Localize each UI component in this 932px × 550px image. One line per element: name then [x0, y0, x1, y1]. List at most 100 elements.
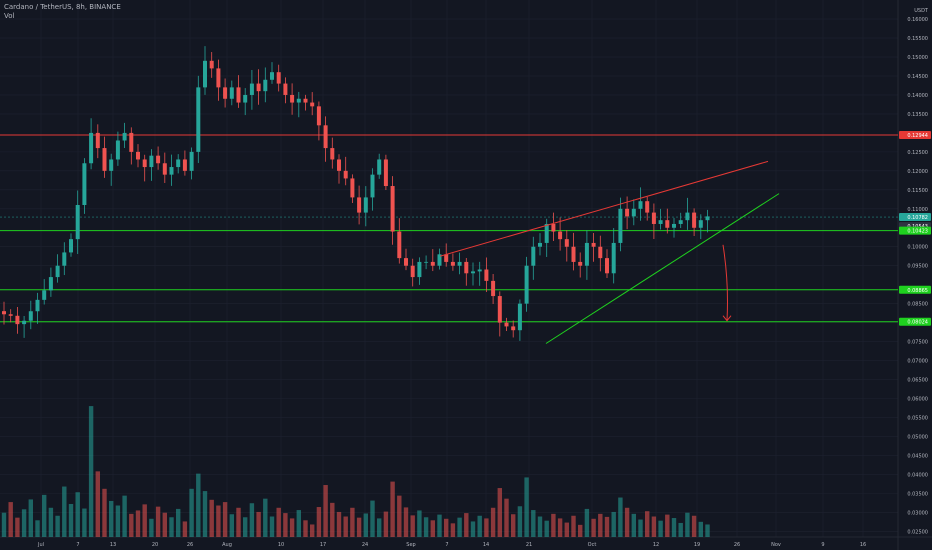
time-tick-label: Aug	[222, 542, 232, 548]
candle-body	[678, 220, 683, 224]
volume-bar	[149, 518, 154, 537]
price-tick-label: 0.08500	[907, 302, 928, 308]
candle-body	[692, 212, 697, 228]
candle-body	[89, 132, 94, 164]
volume-bar	[638, 519, 643, 537]
volume-bar	[671, 518, 677, 537]
volume-bar	[109, 500, 114, 537]
candle-body	[330, 148, 335, 160]
candle-body	[357, 197, 362, 213]
price-tick-label: 0.06000	[907, 397, 928, 403]
price-tick-label: 0.11500	[907, 188, 928, 194]
time-tick-label: 26	[187, 542, 193, 548]
time-tick-label: 7	[445, 542, 448, 548]
candle-body	[162, 163, 167, 175]
volume-bar	[618, 497, 623, 537]
volume-bar	[88, 406, 94, 537]
candle-body	[524, 265, 529, 304]
projection-arrow	[722, 244, 732, 322]
volume-bar	[243, 517, 248, 537]
price-tick-label: 0.03000	[907, 510, 928, 516]
price-tick-label: 0.04000	[907, 472, 928, 478]
candle-body	[457, 261, 462, 266]
volume-bar	[417, 510, 422, 537]
volume-bar	[142, 504, 147, 537]
volume-bar	[28, 499, 33, 537]
candle-body	[538, 242, 542, 247]
volume-bar	[356, 517, 362, 537]
volume-bar	[236, 507, 241, 537]
volume-bar	[705, 524, 710, 537]
price-tag	[899, 131, 931, 140]
candle-body	[631, 208, 636, 217]
support-trend-line[interactable]	[545, 193, 780, 344]
volume-bar	[658, 520, 663, 537]
candle-body	[665, 220, 670, 228]
price-tick-label: 0.10000	[907, 245, 928, 251]
candle-body	[62, 252, 67, 266]
volume-bar	[75, 492, 80, 537]
volume-bar	[665, 514, 670, 537]
candle-body	[551, 223, 556, 232]
resistance-trend-line[interactable]	[439, 160, 769, 257]
candle-body	[310, 102, 315, 107]
candle-body	[591, 242, 596, 247]
volume-bar	[283, 513, 288, 537]
volume-bar	[296, 510, 301, 537]
candle-body	[156, 155, 161, 164]
candle-body	[390, 186, 395, 232]
candle-body	[571, 246, 576, 262]
volume-bar	[511, 514, 516, 537]
candle-body	[75, 204, 80, 240]
time-tick-label: Jul	[37, 542, 44, 548]
volume-bar	[370, 500, 375, 537]
candle-body	[129, 132, 134, 152]
price-tick-label: 0.15000	[907, 55, 928, 61]
volume-bar	[122, 495, 127, 537]
volume-bar	[497, 488, 502, 537]
candle-body	[464, 261, 469, 274]
volume-bar	[591, 518, 596, 537]
price-axis[interactable]: USDT 0.16000 0.15500 0.15000 0.14500 0.14000 0…	[899, 8, 931, 535]
volume-bar	[531, 510, 536, 537]
candle-body	[283, 83, 288, 95]
volume-bar	[464, 513, 469, 537]
candle-body	[337, 159, 341, 171]
candle-body	[383, 159, 388, 187]
price-tag-label: 0.10782	[907, 215, 928, 221]
volume-bar	[504, 498, 509, 537]
candle-body	[249, 83, 254, 95]
candle-body	[584, 242, 589, 266]
candle-body	[22, 320, 27, 325]
symbol-title: Cardano / TetherUS, 8h, BINANCE	[4, 3, 121, 11]
volume-bar	[624, 507, 630, 537]
candle-body	[209, 60, 214, 69]
candle-body	[243, 94, 248, 103]
volume-bar	[557, 518, 563, 537]
candle-body	[323, 125, 328, 149]
price-tick-label: 0.05000	[907, 434, 928, 440]
candle-body	[102, 148, 107, 171]
time-tick-label: Nov	[771, 542, 781, 548]
volume-bar	[95, 471, 100, 537]
volume-bar	[310, 524, 315, 537]
volume-bar	[450, 523, 456, 537]
time-tick-label: 21	[526, 542, 532, 548]
time-tick-label: Oct	[588, 542, 597, 548]
time-axis[interactable]: Jul 7 13 20 26 Aug 10 17 24 Sep 7 14 21 Oct 12 19 26 Nov 9…	[37, 542, 866, 548]
candle-body	[122, 132, 127, 141]
candle-body	[169, 167, 174, 175]
volume-bar	[323, 485, 328, 537]
trend-lines[interactable]	[439, 160, 780, 344]
price-tag-label: 0.08024	[907, 320, 928, 326]
volume-bar	[155, 506, 161, 537]
volume-bar	[698, 521, 703, 537]
candle-body	[424, 261, 429, 263]
volume-bar	[169, 517, 174, 537]
candle-body	[564, 239, 569, 247]
time-tick-label: 26	[734, 542, 740, 548]
candle-body	[15, 315, 20, 325]
candle-body	[578, 261, 583, 266]
candle-body	[417, 261, 422, 278]
